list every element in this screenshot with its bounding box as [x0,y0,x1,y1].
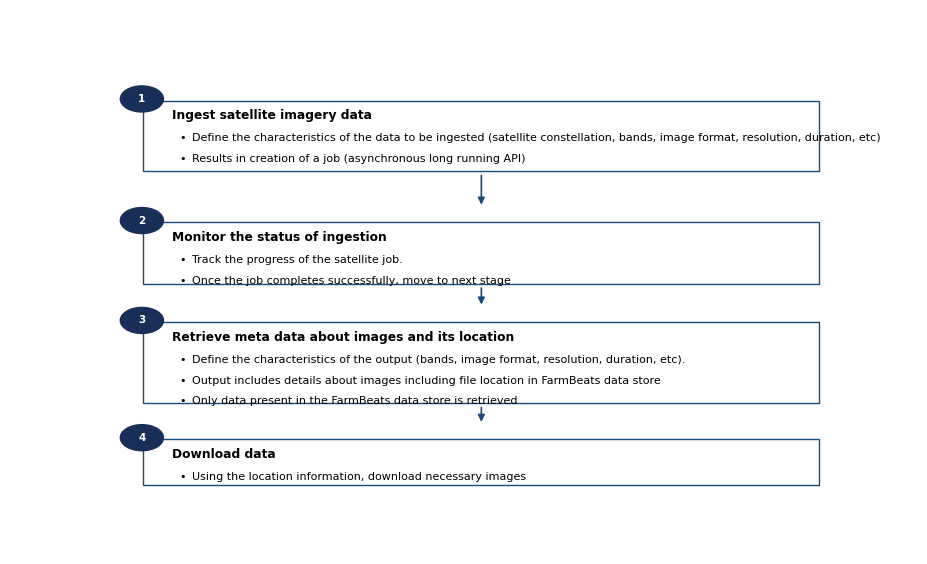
Text: 1: 1 [138,94,146,104]
Bar [143,222,819,284]
FancyArrowPatch shape [478,175,484,203]
Circle shape [121,425,163,451]
Text: Only data present in the FarmBeats data store is retrieved: Only data present in the FarmBeats data … [192,396,517,407]
Text: Results in creation of a job (asynchronous long running API): Results in creation of a job (asynchrono… [192,154,526,164]
Text: Download data: Download data [171,448,275,461]
Circle shape [121,208,163,233]
Text: •: • [180,276,186,286]
Circle shape [121,307,163,333]
Text: Track the progress of the satellite job.: Track the progress of the satellite job. [192,255,402,265]
Text: •: • [180,255,186,265]
Text: Using the location information, download necessary images: Using the location information, download… [192,472,526,482]
Text: •: • [180,472,186,482]
Text: Define the characteristics of the output (bands, image format, resolution, durat: Define the characteristics of the output… [192,355,685,365]
Text: Output includes details about images including file location in FarmBeats data s: Output includes details about images inc… [192,376,660,386]
Text: •: • [180,355,186,365]
Bar [143,439,819,484]
Text: •: • [180,376,186,386]
Text: 2: 2 [138,215,146,226]
Text: Ingest satellite imagery data: Ingest satellite imagery data [171,109,372,122]
Circle shape [121,86,163,112]
FancyArrowPatch shape [478,407,484,420]
Text: Once the job completes successfully, move to next stage: Once the job completes successfully, mov… [192,276,511,286]
Text: •: • [180,133,186,143]
Text: •: • [180,154,186,164]
Text: Monitor the status of ingestion: Monitor the status of ingestion [171,231,387,244]
Bar [143,322,819,403]
Bar [143,101,819,171]
Text: •: • [180,396,186,407]
Text: Retrieve meta data about images and its location: Retrieve meta data about images and its … [171,331,514,344]
FancyArrowPatch shape [478,288,484,303]
Text: 4: 4 [138,433,146,443]
Text: 3: 3 [138,315,146,325]
Text: Define the characteristics of the data to be ingested (satellite constellation, : Define the characteristics of the data t… [192,133,880,143]
